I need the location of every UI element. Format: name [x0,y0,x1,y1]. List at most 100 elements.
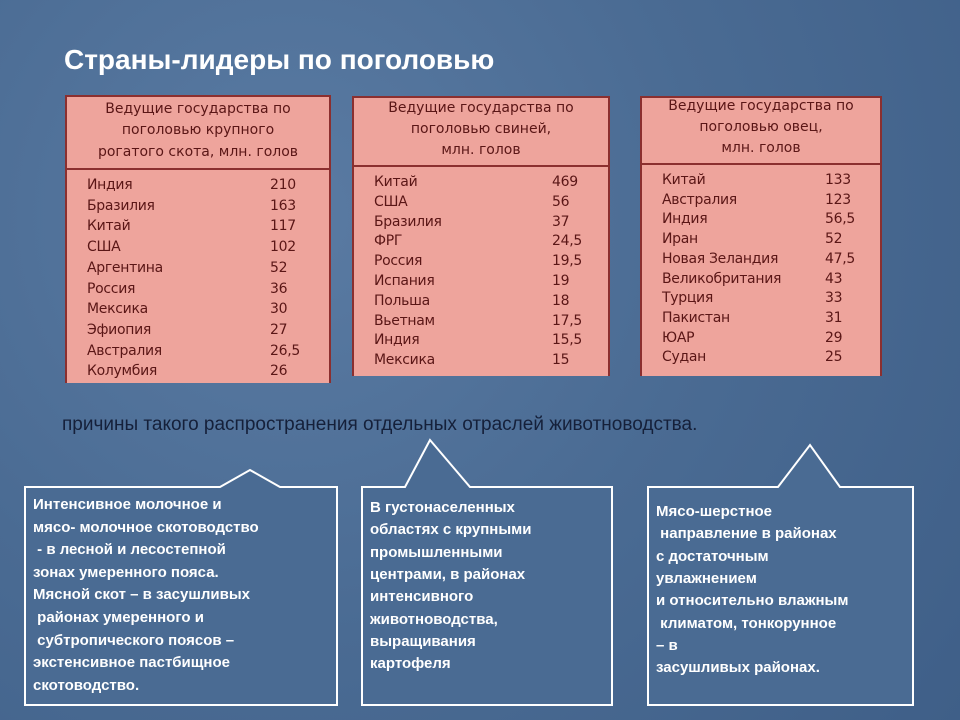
callout-text: картофеля [370,655,451,673]
callout-text: экстенсивное пастбищное [33,654,230,672]
callout-text: Интенсивное молочное и [33,496,222,513]
table-border [354,96,608,98]
country-name: Россия [374,253,423,270]
callout-text: промышленными [370,543,503,561]
country-value: 36 [270,280,288,297]
country-name: Бразилия [374,213,442,230]
table-header: Ведущие государства по [668,98,854,114]
subtitle: причины такого распространения отдельных… [62,414,698,435]
country-name: США [374,193,408,210]
country-value: 56 [552,193,570,210]
table-header: поголовью овец, [699,119,823,135]
table-border [642,96,880,98]
table-header: рогатого скота, млн. голов [97,144,299,160]
country-name: Россия [87,280,136,297]
country-value: 26,5 [270,342,300,359]
country-name: Вьетнам [374,312,435,329]
country-name: Колумбия [87,363,158,380]
country-name: Китай [662,172,706,188]
country-value: 29 [825,329,843,346]
country-name: ЮАР [662,329,695,346]
country-value: 43 [825,270,843,287]
country-name: Судан [662,349,706,366]
country-value: 52 [825,231,843,248]
country-value: 163 [270,197,296,214]
callout-text: выращивания [370,632,476,650]
callout-text: Мясной скот – в засушливых [33,586,250,604]
country-value: 117 [270,218,296,235]
country-name: Китай [87,218,131,235]
table-header: поголовью свиней, [410,121,552,137]
country-name: Австралия [87,342,162,359]
country-value: 15 [552,352,570,369]
country-name: Индия [662,211,708,228]
table-header: поголовью крупного [121,122,275,138]
country-value: 18 [552,292,570,309]
country-name: Испания [374,273,435,289]
callout-text: районах умеренного и [33,609,204,626]
callout-box [24,468,338,706]
country-value: 26 [270,363,288,380]
country-value: 133 [825,172,851,188]
country-name: Новая Зеландия [662,250,779,267]
country-name: Польша [374,292,430,309]
header-separator [354,165,608,167]
country-value: 210 [270,177,296,193]
callout-text: В густонаселенных [370,499,515,516]
table: Ведущие государства по поголовью свиней, м… [352,96,610,376]
country-value: 17,5 [552,312,582,329]
table-header: Ведущие государства по [388,100,574,116]
country-value: 30 [270,301,288,318]
country-name: Иран [662,231,698,248]
country-value: 24,5 [552,233,582,250]
table: Ведущие государства по поголовью крупного… [65,95,331,383]
country-value: 19 [552,273,570,289]
country-value: 56,5 [825,211,855,228]
country-name: Бразилия [87,197,155,214]
callout-box [647,443,914,706]
callout-text: – в [656,636,678,654]
callout-text: направление в районах [656,525,837,543]
country-name: США [87,239,121,256]
country-name: Аргентина [87,259,163,276]
country-value: 25 [825,349,843,366]
country-name: Мексика [374,352,435,369]
callout-text: климатом, тонкорунное [656,614,837,632]
callout-text: увлажнением [656,569,757,587]
header-separator [67,168,329,170]
callout-text: скотоводство. [33,676,140,694]
country-value: 33 [825,290,843,307]
callout-text: Мясо-шерстное [656,503,773,520]
country-name: Великобритания [662,270,782,287]
table: Ведущие государства по поголовью овец, млн… [640,96,882,376]
country-name: Китай [374,174,418,190]
callout-text: животноводства, [370,610,498,628]
country-value: 469 [552,174,578,190]
table-header: млн. голов [721,140,801,156]
country-value: 102 [270,239,296,256]
callout-text: засушливых районах. [656,659,820,677]
country-value: 37 [552,213,570,230]
country-name: Индия [87,177,133,193]
table-border [67,95,329,97]
callout-text: с достаточным [656,547,769,565]
callout-text: субтропического поясов – [33,631,235,649]
callout-box [361,438,613,706]
country-value: 27 [270,321,288,338]
country-name: Турция [662,290,713,307]
country-name: Эфиопия [87,321,151,338]
country-value: 15,5 [552,332,582,349]
callout-text: и относительно влажным [656,592,849,610]
country-name: Мексика [87,301,148,318]
country-value: 52 [270,259,288,276]
country-value: 19,5 [552,253,582,270]
callout-text: - в лесной и лесостепной [33,541,226,559]
slide-title: Страны-лидеры по поголовью [64,44,495,75]
callout-text: зонах умеренного пояса. [33,563,219,581]
callout-text: областях с крупными [370,521,532,539]
country-name: Индия [374,332,420,349]
callout-text: центрами, в районах [370,565,526,583]
country-value: 47,5 [825,250,855,267]
